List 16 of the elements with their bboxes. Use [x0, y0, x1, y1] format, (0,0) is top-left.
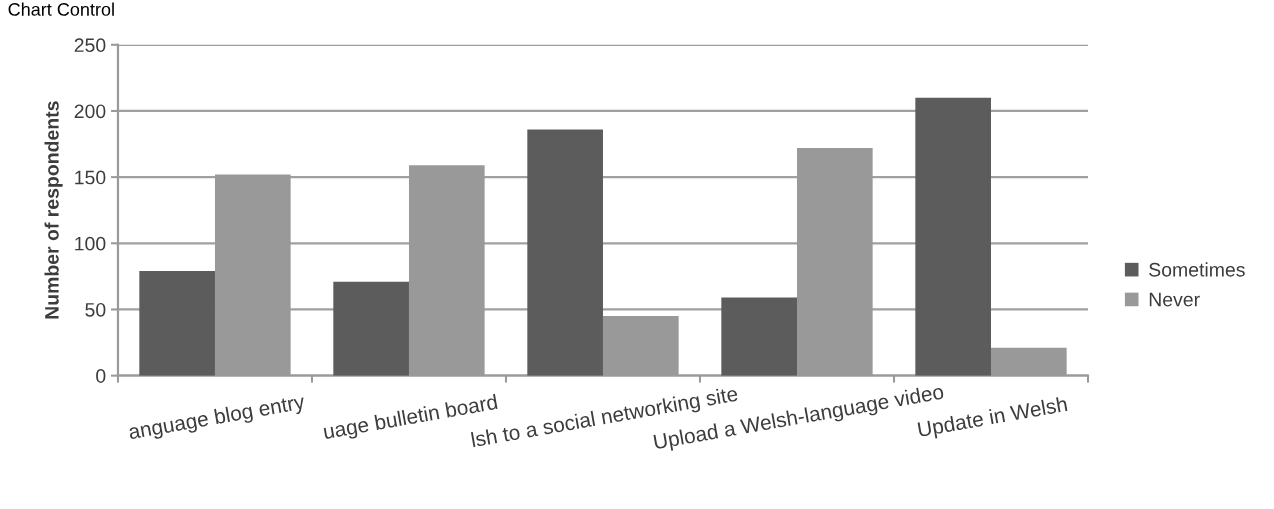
- y-tick-label: 0: [96, 369, 106, 383]
- x-tick-label: anguage blog entry: [128, 393, 307, 444]
- y-tick-label: 100: [75, 236, 106, 251]
- legend-label: Never: [1149, 292, 1200, 307]
- bar: [527, 129, 603, 376]
- bar: [139, 271, 215, 376]
- text: Chart Control: [8, 2, 114, 16]
- y-tick-label: 250: [74, 38, 106, 53]
- bar: [915, 97, 991, 376]
- y-tick-label: 150: [75, 170, 106, 185]
- y-axis-title: Number of respondents: [44, 101, 63, 319]
- bar: [721, 297, 797, 376]
- bar: [333, 281, 409, 376]
- y-tick-label: 50: [85, 302, 106, 317]
- y-tick-label: 200: [74, 104, 106, 119]
- legend-label: Sometimes: [1149, 262, 1245, 277]
